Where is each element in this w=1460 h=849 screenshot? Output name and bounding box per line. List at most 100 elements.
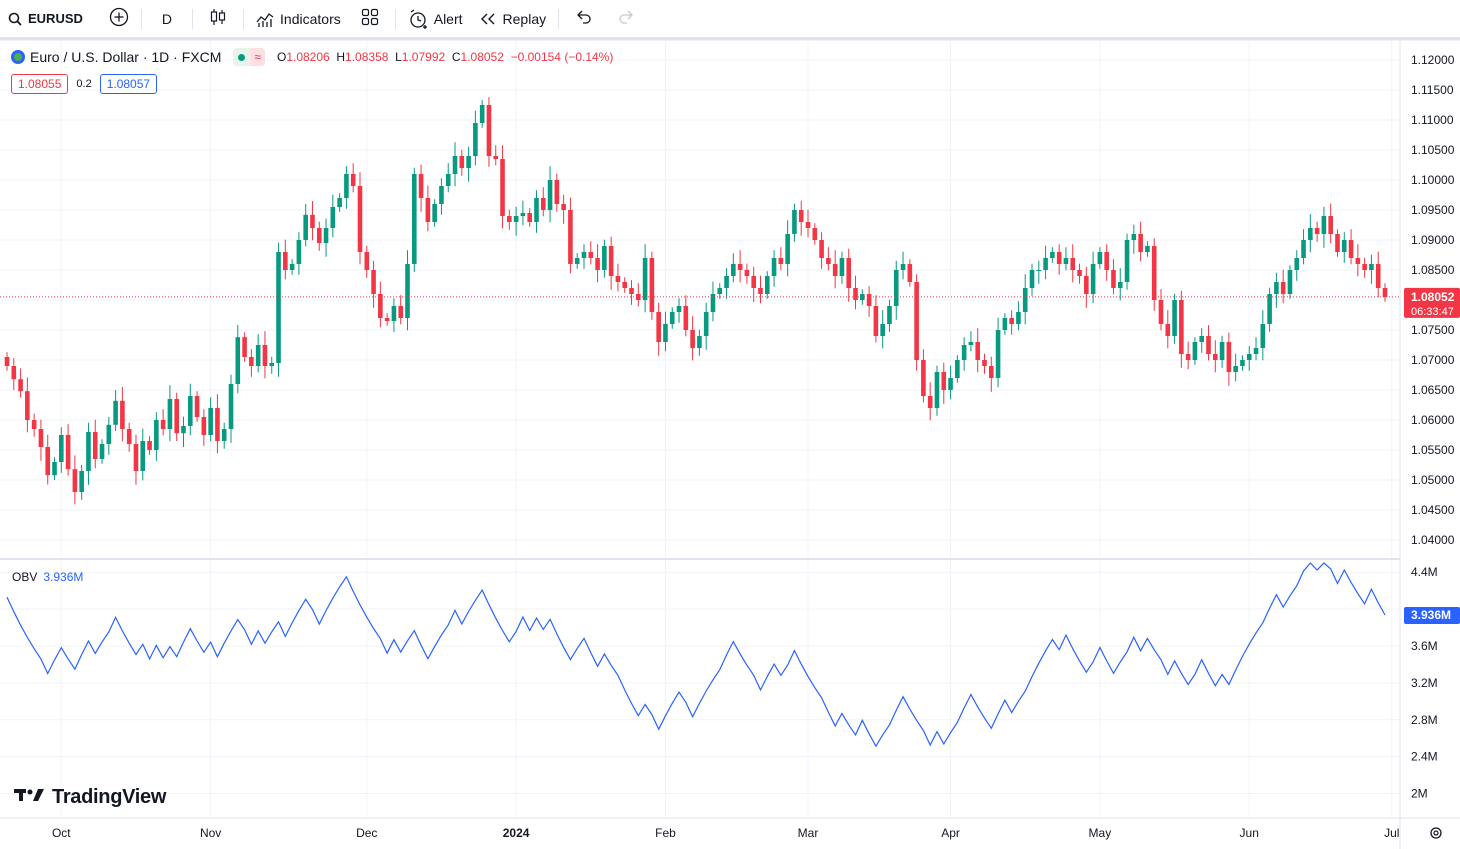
candle	[1219, 335, 1225, 368]
current-price-value: 1.08052	[1411, 290, 1455, 304]
candle	[357, 172, 363, 265]
candle	[1056, 244, 1062, 275]
time-tick-label: Oct	[52, 826, 71, 840]
time-axis[interactable]: OctNovDec2024FebMarAprMayJunJulAug	[52, 826, 1460, 840]
candle-body	[1056, 252, 1062, 264]
candle-body	[602, 246, 607, 270]
candle	[1172, 293, 1177, 344]
layouts-button[interactable]	[349, 0, 391, 37]
candle	[764, 271, 770, 299]
settings-gear-button[interactable]	[1430, 827, 1442, 839]
candle-body	[303, 214, 308, 240]
price-tick-label: 1.06000	[1411, 413, 1455, 427]
candle-body	[1348, 240, 1354, 258]
candle-body	[452, 156, 458, 174]
candle	[724, 268, 729, 299]
candle-body	[1328, 216, 1333, 234]
candle	[106, 417, 112, 455]
symbol-title[interactable]: Euro / U.S. Dollar · 1D · FXCM	[30, 49, 222, 65]
candle-body	[500, 159, 505, 216]
ohlc-values: O1.08206 H1.08358 L1.07992 C1.08052 −0.0…	[276, 50, 614, 64]
candle	[907, 259, 913, 287]
candle-body	[1172, 300, 1177, 336]
candle	[1253, 337, 1259, 361]
candle-body	[1212, 354, 1218, 360]
candle	[1226, 332, 1232, 386]
candle-body	[1063, 258, 1069, 264]
alert-button[interactable]: Alert	[400, 0, 471, 37]
candle-body	[249, 357, 254, 366]
candle-body	[140, 441, 146, 471]
candle-body	[344, 174, 349, 198]
candle	[201, 409, 207, 446]
undo-button[interactable]	[563, 0, 605, 37]
obv-series-line	[6, 562, 1386, 748]
candle	[1104, 244, 1109, 281]
candle	[588, 241, 594, 265]
candle	[710, 281, 716, 322]
interval-button[interactable]: D	[146, 0, 188, 37]
candle	[1294, 250, 1300, 281]
obv-tick-label: 4.4M	[1411, 565, 1438, 579]
sell-price-button[interactable]: 1.08055	[11, 74, 69, 94]
candle-body	[45, 447, 51, 476]
candle-body	[255, 345, 261, 366]
current-price-label: 1.08052 06:33:47	[1404, 287, 1460, 318]
candle-body	[1077, 270, 1082, 276]
market-status-badge[interactable]: ≈	[233, 48, 265, 66]
candle-body	[534, 198, 539, 222]
candle-body	[106, 424, 112, 444]
tradingview-logo[interactable]: TradingView	[14, 786, 166, 809]
candle	[1138, 221, 1143, 262]
candle-body	[1192, 342, 1198, 360]
alarm-clock-icon	[408, 8, 428, 29]
candle-body	[330, 207, 336, 228]
candle	[92, 419, 98, 469]
redo-button[interactable]	[605, 0, 647, 37]
candle	[1348, 229, 1354, 265]
obv-legend[interactable]: OBV 3.936M	[12, 570, 83, 584]
close-value: 1.08052	[460, 50, 504, 64]
candle	[1077, 263, 1082, 284]
buy-price-button[interactable]: 1.08057	[99, 74, 158, 94]
candle-body	[493, 156, 499, 159]
symbol-search-button[interactable]: EURUSD	[0, 0, 91, 37]
compare-symbol-button[interactable]	[101, 0, 137, 37]
candle-body	[167, 399, 173, 429]
candle	[459, 149, 465, 176]
candle-body	[785, 234, 790, 264]
candle	[242, 332, 247, 362]
candle-body	[1260, 324, 1266, 348]
spread-value: 0.2	[76, 78, 92, 90]
candle	[520, 200, 526, 226]
candle-body	[669, 312, 675, 324]
candle-body	[269, 363, 275, 366]
price-tick-label: 1.10500	[1411, 143, 1455, 157]
low-value: 1.07992	[401, 50, 446, 64]
candle	[955, 355, 960, 383]
candle-body	[893, 270, 899, 306]
chart-type-button[interactable]	[197, 0, 239, 37]
candle	[690, 316, 695, 361]
candle-body	[1165, 324, 1171, 336]
candle	[873, 295, 879, 343]
price-tick-label: 1.11500	[1411, 83, 1454, 97]
candle	[982, 353, 987, 374]
candle-body	[323, 228, 329, 243]
candle-body	[710, 294, 716, 312]
candle	[988, 356, 994, 392]
candle-body	[751, 276, 756, 288]
candle	[893, 260, 899, 320]
candle-body	[1124, 240, 1130, 282]
candle-body	[724, 276, 729, 288]
candle	[371, 260, 376, 308]
candle-body	[1246, 354, 1252, 360]
obv-tick-label: 2.4M	[1411, 750, 1438, 764]
replay-button[interactable]: Replay	[471, 0, 555, 37]
indicators-button[interactable]: Indicators	[248, 0, 349, 37]
candle-body	[697, 336, 702, 348]
obv-value: 3.936M	[43, 570, 84, 584]
candle	[330, 194, 336, 238]
obv-axis[interactable]: 4.4M 3.6M 3.2M 2.8M 2.4M 2M	[1411, 565, 1438, 800]
